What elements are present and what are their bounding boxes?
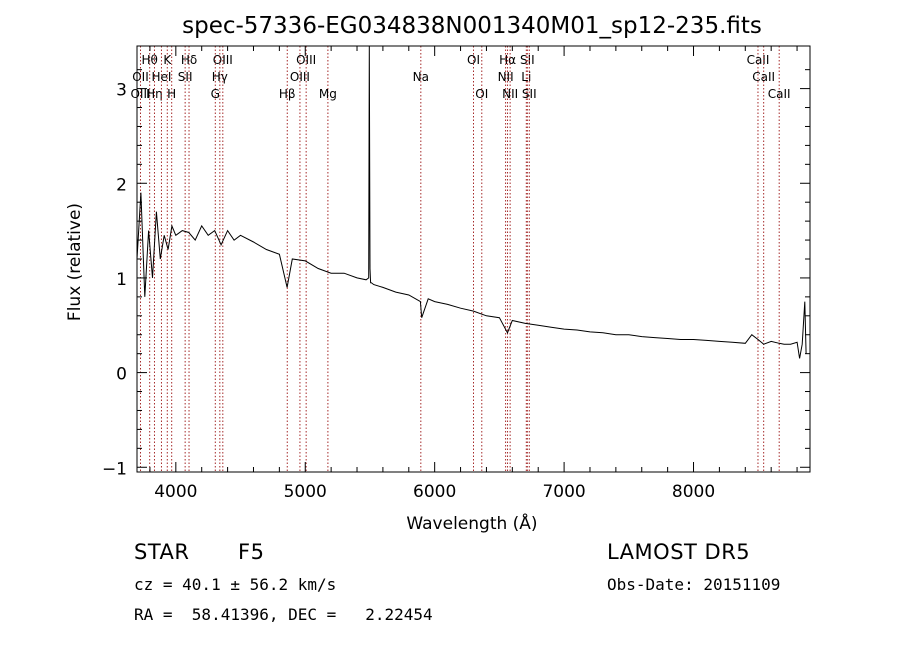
spectral-line-label: Hθ <box>141 53 157 67</box>
coordinates: RA = 58.41396, DEC = 2.22454 <box>134 605 433 624</box>
x-tick-label: 4000 <box>154 482 197 502</box>
spectral-line-label: Hδ <box>181 53 197 67</box>
spectral-line-label: OIII <box>130 87 150 101</box>
chart-title: spec-57336-EG034838N001340M01_sp12-235.f… <box>182 13 762 39</box>
spectral-line-label: SII <box>178 70 193 84</box>
y-tick-label: −1 <box>102 459 127 479</box>
spectral-line-label: H <box>167 87 176 101</box>
spectral-line-label: CaII <box>768 87 791 101</box>
observation-date: Obs-Date: 20151109 <box>607 575 781 594</box>
spectral-line-label: OII <box>132 70 149 84</box>
y-tick-label: 3 <box>116 81 127 101</box>
y-tick-label: 1 <box>116 270 127 290</box>
spectral-line-label: Hη <box>146 87 163 101</box>
x-axis-label: Wavelength (Å) <box>406 512 537 534</box>
redshift-velocity: cz = 40.1 ± 56.2 km/s <box>134 575 337 594</box>
x-tick-label: 5000 <box>284 482 327 502</box>
spectral-line-label: Na <box>413 70 429 84</box>
spectral-line-label: NII <box>502 87 518 101</box>
y-tick-label: 0 <box>116 365 127 385</box>
spectral-line-label: SII <box>522 87 537 101</box>
spectral-line-label: OIII <box>290 70 310 84</box>
axes: 4000 5000 6000 7000 8000 −1 0 1 2 3 <box>102 46 810 502</box>
spectral-line-label: OI <box>467 53 480 67</box>
spectrum-series <box>136 45 807 359</box>
spectral-line-label: OIII <box>213 53 233 67</box>
spectral-line-label: K <box>163 53 172 67</box>
spectral-line-label: Hα <box>499 53 516 67</box>
x-tick-label: 8000 <box>672 482 715 502</box>
spectral-line-label: SII <box>520 53 535 67</box>
spectral-line-label: G <box>211 87 220 101</box>
spectral-line-label: OI <box>475 87 488 101</box>
spectral-line-label: Hγ <box>212 70 228 84</box>
spectral-line-label: Mg <box>319 87 337 101</box>
spectral-line-label: CaII <box>747 53 770 67</box>
object-type: STAR <box>134 540 190 564</box>
spectral-line-label: Li <box>521 70 531 84</box>
spectral-line-label: CaII <box>752 70 775 84</box>
spectrum-line <box>136 45 807 359</box>
spectral-line-label: Hβ <box>279 87 296 101</box>
x-tick-label: 7000 <box>542 482 585 502</box>
y-axis-label: Flux (relative) <box>65 203 85 321</box>
spectral-subclass: F5 <box>238 540 265 564</box>
survey-name: LAMOST DR5 <box>607 540 751 564</box>
spectral-line-label: HeI <box>151 70 171 84</box>
spectral-line-label: NII <box>498 70 514 84</box>
y-tick-label: 2 <box>116 175 127 195</box>
spectral-line-label: OIII <box>296 53 316 67</box>
x-tick-label: 6000 <box>413 482 456 502</box>
